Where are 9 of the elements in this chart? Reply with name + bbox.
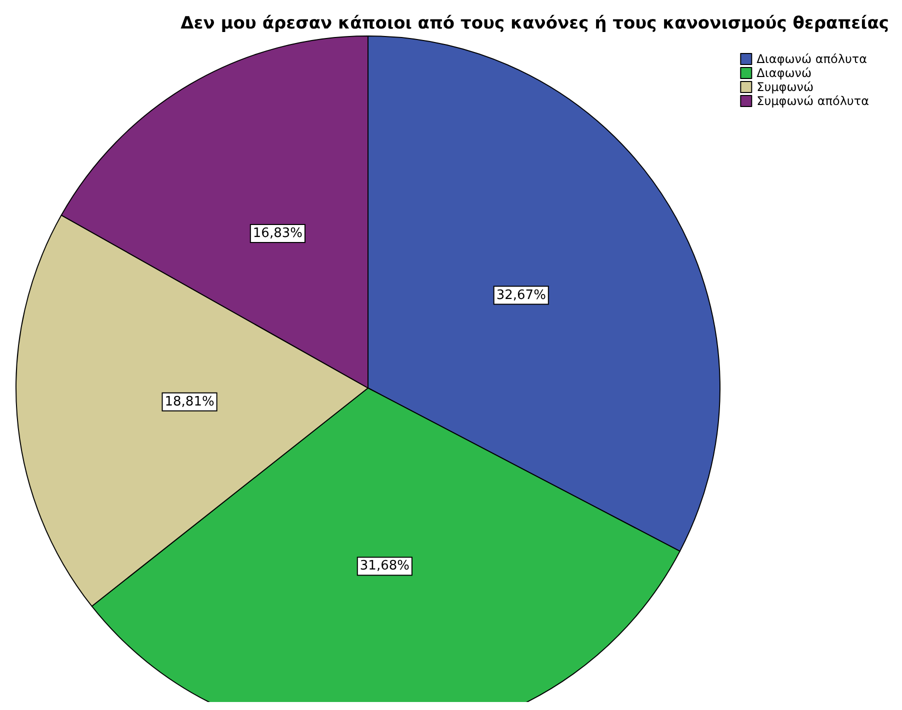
data-label: 31,68%	[360, 558, 410, 574]
legend-label: Συμφωνώ απόλυτα	[756, 94, 870, 108]
data-label: 18,81%	[164, 394, 214, 410]
chart-title: Δεν μου άρεσαν κάποιοι από τους κανόνες ή τους κανονισμούς θεραπείας	[180, 14, 889, 34]
data-label: 16,83%	[252, 226, 302, 241]
legend-label: Συμφωνώ	[756, 80, 814, 94]
legend-label: Διαφωνώ	[756, 66, 812, 80]
legend-label: Διαφωνώ απόλυτα	[756, 52, 868, 66]
data-label: 32,67%	[496, 288, 546, 303]
